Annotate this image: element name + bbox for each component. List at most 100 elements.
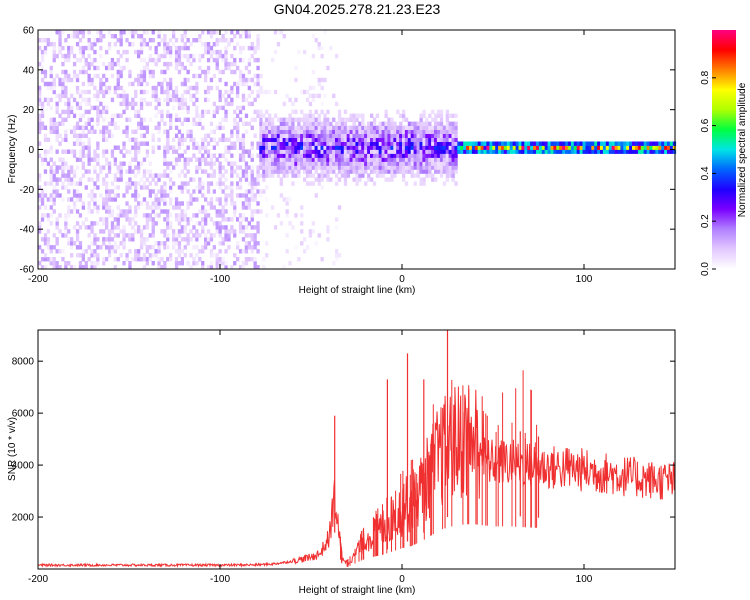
spectrogram-cell [425, 149, 429, 154]
spectrogram-cell [253, 237, 257, 242]
spectrogram-cell [151, 93, 155, 99]
spectrogram-cell [247, 201, 251, 206]
spectrogram-cell [614, 145, 618, 150]
spectrogram-cell [78, 133, 83, 138]
spectrogram-cell [393, 161, 397, 166]
spectrogram-y-tick-label: 60 [23, 26, 35, 37]
spectrogram-cell [218, 165, 222, 170]
spectrogram-cell [253, 241, 257, 246]
spectrogram-cell [271, 205, 275, 210]
spectrogram-cell [119, 165, 123, 170]
spectrogram-cell [387, 165, 391, 170]
spectrogram-cell [75, 221, 80, 226]
spectrogram-cell [416, 141, 420, 146]
spectrogram-cell [233, 141, 237, 146]
spectrogram-cell [93, 193, 97, 198]
spectrogram-cell [107, 205, 112, 210]
spectrogram-cell [55, 217, 59, 222]
spectrogram-cell [285, 249, 289, 254]
spectrogram-cell [218, 97, 222, 103]
spectrogram-cell [137, 109, 141, 115]
spectrogram-cell [271, 57, 275, 63]
spectrogram-cell [110, 197, 115, 202]
spectrogram-cell [174, 149, 179, 154]
spectrogram-cell [340, 161, 345, 166]
spectrogram-cell [305, 157, 310, 162]
spectrogram-cell [230, 101, 234, 107]
spectrogram-cell [294, 161, 298, 166]
spectrogram-cell [134, 165, 138, 170]
spectrogram-cell [154, 85, 158, 91]
spectrogram-cell [291, 225, 295, 230]
spectrogram-cell [70, 241, 74, 246]
spectrogram-cell [355, 141, 359, 146]
spectrogram-cell [105, 245, 109, 250]
spectrogram-cell [340, 133, 345, 138]
spectrogram-cell [358, 169, 362, 174]
spectrogram-cell [75, 181, 80, 186]
spectrogram-cell [402, 129, 406, 134]
spectrogram-cell [122, 129, 126, 134]
spectrogram-cell [326, 133, 330, 138]
spectrogram-cell [166, 209, 170, 214]
spectrogram-cell [611, 149, 615, 154]
spectrogram-cell [600, 149, 604, 154]
spectrogram-y-tick-label: 20 [23, 105, 35, 116]
snr-frame [37, 329, 676, 570]
spectrogram-cell [61, 45, 65, 51]
spectrogram-cell [346, 161, 350, 166]
spectrogram-cell [527, 149, 531, 154]
spectrogram-cell [105, 77, 109, 83]
spectrogram-cell [425, 137, 429, 142]
spectrogram-cell [271, 133, 275, 138]
spectrogram-cell [227, 101, 231, 107]
spectrogram-cell [38, 38, 42, 43]
spectrogram-cell [206, 49, 211, 55]
spectrogram-cell [49, 65, 53, 71]
spectrogram-cell [370, 177, 374, 182]
spectrogram-cell [96, 30, 100, 35]
spectrogram-cell [594, 149, 598, 154]
spectrogram-cell [611, 141, 615, 146]
spectrogram-cell [160, 69, 164, 75]
spectrogram-cell [96, 97, 100, 103]
spectrogram-cell [244, 257, 249, 262]
spectrogram-cell [119, 229, 123, 234]
spectrogram-cell [180, 45, 184, 51]
spectrogram-cell [169, 225, 173, 230]
spectrogram-cell [186, 157, 190, 162]
spectrogram-cell [151, 89, 155, 95]
spectrogram-cell [72, 225, 77, 230]
spectrogram-cell [436, 121, 441, 126]
spectrogram-cell [84, 153, 88, 158]
spectrogram-cell [195, 157, 199, 162]
spectrogram-cell [215, 209, 219, 214]
spectrogram-cell [43, 49, 48, 55]
spectrogram-cell [206, 85, 211, 91]
spectrogram-cell [78, 113, 83, 118]
spectrogram-cell [119, 30, 123, 35]
spectrogram-cell [311, 53, 315, 59]
spectrogram-cell [116, 245, 120, 250]
spectrogram-cell [335, 125, 339, 130]
spectrogram-cell [227, 245, 231, 250]
spectrogram-cell [122, 89, 126, 95]
spectrogram-cell [378, 129, 382, 134]
spectrogram-cell [303, 149, 307, 154]
spectrogram-cell [224, 237, 228, 242]
spectrogram-cell [364, 125, 368, 130]
spectrogram-cell [291, 101, 295, 107]
spectrogram-cell [206, 133, 211, 138]
spectrogram-cell [172, 93, 176, 99]
spectrogram-cell [282, 265, 286, 270]
spectrogram-cell [128, 221, 132, 226]
spectrogram-cell [78, 241, 83, 246]
spectrogram-cell [375, 169, 380, 174]
spectrogram-cell [230, 89, 234, 95]
spectrogram-cell [410, 173, 414, 178]
spectrogram-cell [189, 265, 193, 270]
spectrogram-cell [230, 197, 234, 202]
spectrogram-cell [195, 253, 199, 258]
spectrogram-cell [43, 137, 48, 142]
spectrogram-cell [93, 249, 97, 254]
